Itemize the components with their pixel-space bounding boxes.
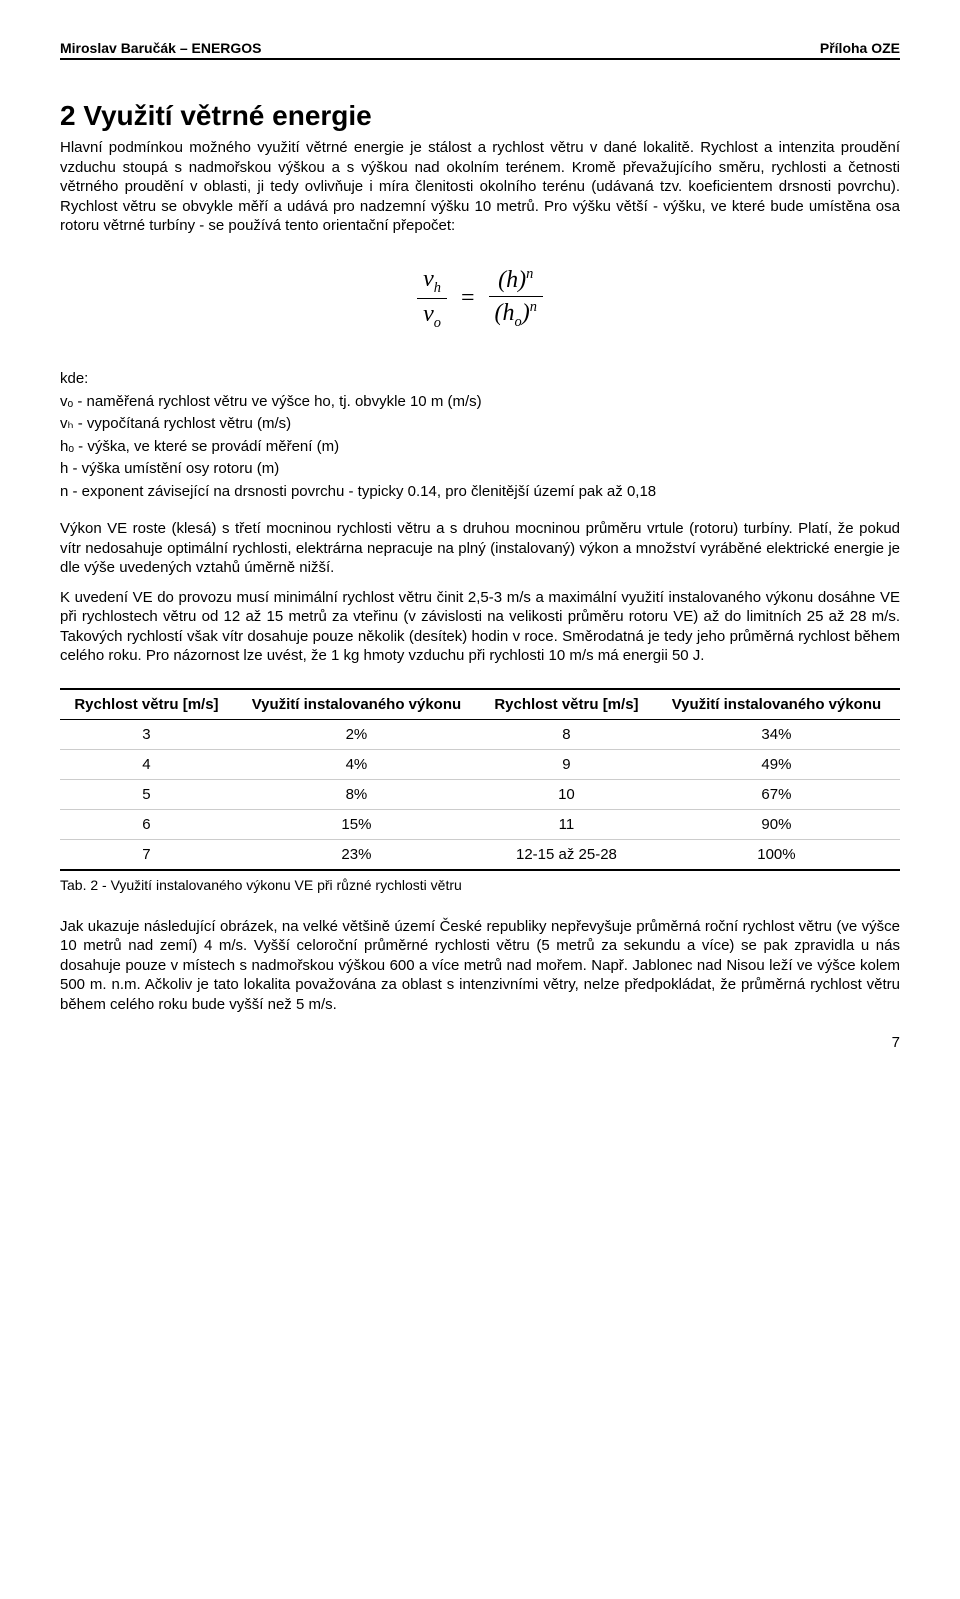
table-caption: Tab. 2 - Využití instalovaného výkonu VE… bbox=[60, 877, 900, 893]
table-cell: 34% bbox=[653, 719, 900, 749]
section-title: 2 Využití větrné energie bbox=[60, 100, 900, 132]
table-cell: 23% bbox=[233, 839, 480, 870]
def-vo: vₒ - naměřená rychlost větru ve výšce ho… bbox=[60, 391, 900, 414]
var-ho-h: h bbox=[503, 300, 515, 326]
header-right: Příloha OZE bbox=[820, 40, 900, 56]
def-ho: hₒ - výška, ve které se provádí měření (… bbox=[60, 436, 900, 459]
table-cell: 7 bbox=[60, 839, 233, 870]
table-cell: 4 bbox=[60, 749, 233, 779]
table-cell: 2% bbox=[233, 719, 480, 749]
var-vh-v: v bbox=[423, 266, 434, 292]
paragraph-operation: K uvedení VE do provozu musí minimální r… bbox=[60, 588, 900, 666]
table-header-row: Rychlost větru [m/s] Využití instalované… bbox=[60, 689, 900, 720]
wind-utilization-table: Rychlost větru [m/s] Využití instalované… bbox=[60, 688, 900, 871]
exp-n-2: n bbox=[530, 299, 537, 315]
var-h: h bbox=[506, 267, 518, 293]
var-ho-sub: o bbox=[515, 314, 522, 330]
table-cell: 6 bbox=[60, 809, 233, 839]
table-cell: 8% bbox=[233, 779, 480, 809]
table-cell: 12-15 až 25-28 bbox=[480, 839, 653, 870]
formula-lhs: vh vo bbox=[417, 266, 447, 333]
table-cell: 3 bbox=[60, 719, 233, 749]
table-row: 6 15% 11 90% bbox=[60, 809, 900, 839]
page-number: 7 bbox=[60, 1034, 900, 1051]
table-row: 7 23% 12-15 až 25-28 100% bbox=[60, 839, 900, 870]
table-cell: 5 bbox=[60, 779, 233, 809]
exp-n-1: n bbox=[526, 266, 533, 282]
paragraph-czech-republic: Jak ukazuje následující obrázek, na velk… bbox=[60, 917, 900, 1015]
var-vo-sub: o bbox=[434, 315, 441, 331]
var-vo-v: v bbox=[423, 301, 434, 327]
table-header: Rychlost větru [m/s] bbox=[60, 689, 233, 720]
header-left: Miroslav Baručák – ENERGOS bbox=[60, 40, 262, 56]
paren-close-1: ) bbox=[518, 267, 526, 293]
table-cell: 100% bbox=[653, 839, 900, 870]
formula-velocity-ratio: vh vo = (h)n (ho)n bbox=[60, 266, 900, 333]
table-header: Využití instalovaného výkonu bbox=[233, 689, 480, 720]
paren-open-2: ( bbox=[495, 300, 503, 326]
variable-definitions: kde: vₒ - naměřená rychlost větru ve výš… bbox=[60, 368, 900, 503]
table-row: 3 2% 8 34% bbox=[60, 719, 900, 749]
table-cell: 8 bbox=[480, 719, 653, 749]
table-cell: 15% bbox=[233, 809, 480, 839]
table-cell: 67% bbox=[653, 779, 900, 809]
table-cell: 9 bbox=[480, 749, 653, 779]
table-cell: 4% bbox=[233, 749, 480, 779]
document-page: Miroslav Baručák – ENERGOS Příloha OZE 2… bbox=[0, 0, 960, 1091]
table-cell: 49% bbox=[653, 749, 900, 779]
formula-rhs: (h)n (ho)n bbox=[489, 266, 543, 331]
paren-close-2: ) bbox=[522, 300, 530, 326]
def-h: h - výška umístění osy rotoru (m) bbox=[60, 458, 900, 481]
table-row: 4 4% 9 49% bbox=[60, 749, 900, 779]
table-cell: 90% bbox=[653, 809, 900, 839]
paragraph-power: Výkon VE roste (klesá) s třetí mocninou … bbox=[60, 519, 900, 578]
def-n: n - exponent závisející na drsnosti povr… bbox=[60, 481, 900, 504]
paragraph-intro: Hlavní podmínkou možného využití větrné … bbox=[60, 138, 900, 236]
table-cell: 10 bbox=[480, 779, 653, 809]
table-cell: 11 bbox=[480, 809, 653, 839]
table-header: Rychlost větru [m/s] bbox=[480, 689, 653, 720]
page-header: Miroslav Baručák – ENERGOS Příloha OZE bbox=[60, 40, 900, 60]
formula-equals: = bbox=[453, 285, 483, 312]
var-vh-sub: h bbox=[434, 279, 441, 295]
table-row: 5 8% 10 67% bbox=[60, 779, 900, 809]
def-kde: kde: bbox=[60, 368, 900, 391]
table-header: Využití instalovaného výkonu bbox=[653, 689, 900, 720]
paren-open-1: ( bbox=[498, 267, 506, 293]
def-vh: vₕ - vypočítaná rychlost větru (m/s) bbox=[60, 413, 900, 436]
